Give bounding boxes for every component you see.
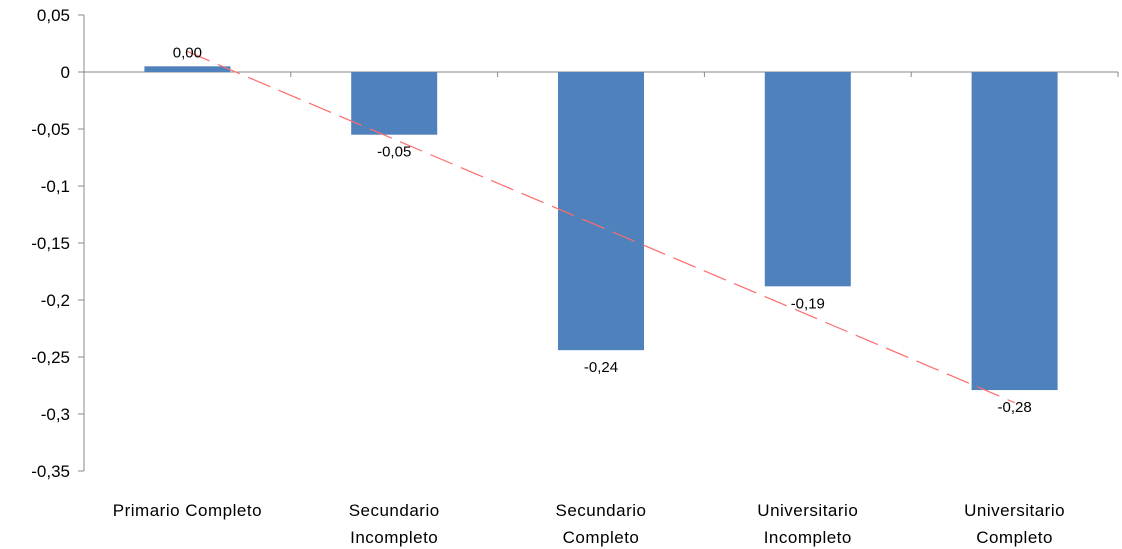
y-tick-label: -0,3: [41, 405, 70, 424]
data-label: -0,05: [377, 144, 411, 161]
category-label-line: Universitario: [964, 501, 1065, 520]
bars: [144, 66, 1058, 391]
category-label: Secundario Incompleto: [349, 501, 440, 547]
y-tick-label: -0,35: [31, 462, 70, 481]
y-tick-label: -0,15: [31, 234, 70, 253]
trendline-group: [187, 50, 1015, 404]
data-label: 0,00: [173, 44, 202, 61]
data-label: -0,28: [997, 399, 1031, 416]
data-label: -0,24: [584, 359, 618, 376]
category-label: Secundario Completo: [555, 501, 646, 547]
trendline: [187, 50, 1015, 404]
category-label-line: Primario Completo: [113, 501, 262, 520]
y-tick-label: -0,2: [41, 291, 70, 310]
data-label: -0,19: [791, 295, 825, 312]
y-tick-label: -0,1: [41, 177, 70, 196]
category-label: Universitario Completo: [964, 501, 1065, 547]
category-label-line: Completo: [563, 528, 640, 547]
category-label-line: Universitario: [757, 501, 858, 520]
y-tick-label: 0: [61, 63, 70, 82]
category-label-line: Incompleto: [764, 528, 852, 547]
category-label-line: Completo: [976, 528, 1053, 547]
category-label: Universitario Incompleto: [757, 501, 858, 547]
bar: [351, 72, 438, 135]
category-label-line: Secundario: [555, 501, 646, 520]
category-label: Primario Completo: [113, 501, 262, 520]
bar: [764, 72, 851, 287]
y-tick-label: 0,05: [37, 6, 70, 25]
category-label-line: Secundario: [349, 501, 440, 520]
bar: [971, 72, 1058, 391]
y-tick-label: -0,25: [31, 348, 70, 367]
bar: [144, 66, 231, 72]
category-label-line: Incompleto: [350, 528, 438, 547]
y-tick-label: -0,05: [31, 120, 70, 139]
labels: 0,00 -0,05 -0,24 -0,19 -0,28 Primario Complet…: [113, 44, 1065, 547]
bar: [558, 72, 644, 351]
